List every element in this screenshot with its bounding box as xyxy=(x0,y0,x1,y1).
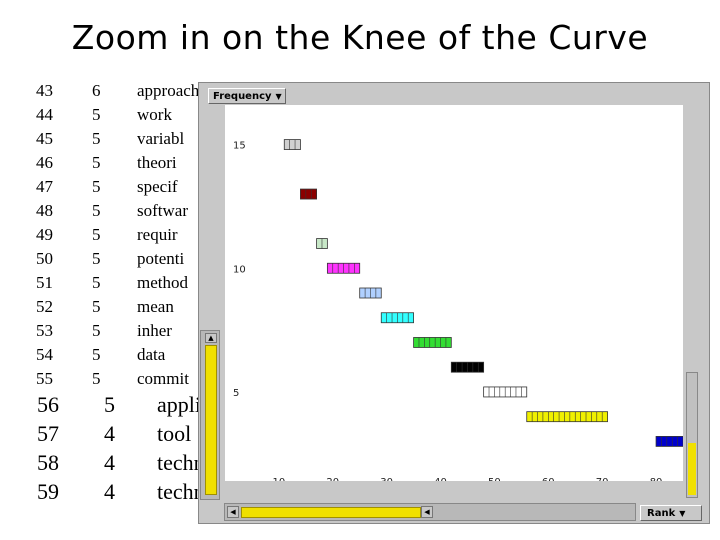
term-text: requir xyxy=(137,225,178,244)
x-tick-label: 10 xyxy=(273,477,286,481)
x-tick-label: 70 xyxy=(596,477,609,481)
vertical-scrollbar[interactable]: ▲ xyxy=(200,330,220,500)
horizontal-scrollbar[interactable]: ◀ ◀ xyxy=(224,503,636,521)
term-rank: 55 xyxy=(36,369,53,388)
term-frequency: 5 xyxy=(92,153,101,172)
rank-segment-bar xyxy=(526,411,608,423)
rank-segment-bar xyxy=(380,312,414,324)
rank-segment-bar xyxy=(300,188,318,200)
rank-segment-bar xyxy=(283,139,301,150)
term-text: potenti xyxy=(137,249,185,268)
x-tick-label: 60 xyxy=(542,477,555,481)
term-rank: 53 xyxy=(36,321,53,340)
term-rank: 49 xyxy=(36,225,53,244)
term-text: specif xyxy=(137,177,178,196)
term-frequency: 5 xyxy=(92,273,101,292)
x-tick-label: 30 xyxy=(380,477,393,481)
term-frequency: 5 xyxy=(92,369,101,388)
term-rank: 44 xyxy=(36,105,53,124)
chevron-down-icon: ▼ xyxy=(679,509,686,518)
term-rank: 51 xyxy=(36,273,53,292)
term-rank: 57 xyxy=(37,421,59,446)
segment-rect xyxy=(526,411,608,423)
term-frequency: 5 xyxy=(92,297,101,316)
vertical-scroll-thumb[interactable] xyxy=(205,345,217,495)
term-text: data xyxy=(137,345,166,364)
term-text: theori xyxy=(137,153,177,172)
y-tick-label: 10 xyxy=(233,264,246,275)
rank-segment-bar xyxy=(316,238,328,249)
segment-rect xyxy=(283,139,301,150)
term-frequency: 5 xyxy=(92,201,101,220)
term-text: tool xyxy=(157,421,192,446)
rank-segment-bar xyxy=(413,337,452,348)
term-rank: 52 xyxy=(36,297,53,316)
term-frequency: 5 xyxy=(92,177,101,196)
rank-segment-bar xyxy=(326,262,361,274)
term-text: method xyxy=(137,273,188,292)
term-rank: 54 xyxy=(36,345,53,364)
term-text: inher xyxy=(137,321,172,340)
x-tick-label: 20 xyxy=(326,477,339,481)
y-tick-label: 5 xyxy=(233,388,239,399)
frequency-rank-plot: 15 10 5 10 20 30 40 50 60 70 80 xyxy=(225,105,683,481)
chevron-down-icon: ▼ xyxy=(275,92,282,101)
rank-dropdown[interactable]: Rank ▼ xyxy=(640,505,702,521)
horizontal-scroll-thumb[interactable] xyxy=(241,507,421,518)
term-rank: 43 xyxy=(36,81,53,100)
right-scrollbar[interactable] xyxy=(686,372,698,498)
scroll-up-arrow-icon[interactable]: ▲ xyxy=(205,333,217,343)
term-rank: 48 xyxy=(36,201,53,220)
segment-rect xyxy=(300,188,318,200)
rank-segment-bar xyxy=(655,436,683,447)
term-text: mean xyxy=(137,297,174,316)
slide-title: Zoom in on the Knee of the Curve xyxy=(71,18,649,57)
term-frequency: 4 xyxy=(104,421,115,446)
term-frequency: 5 xyxy=(92,249,101,268)
term-frequency: 5 xyxy=(104,392,115,417)
rank-segment-bar xyxy=(450,361,485,373)
term-rank: 56 xyxy=(37,392,59,417)
rank-segment-bar xyxy=(483,386,528,398)
term-text: variabl xyxy=(137,129,185,148)
term-frequency: 5 xyxy=(92,321,101,340)
term-text: work xyxy=(137,105,172,124)
scroll-left-arrow-icon[interactable]: ◀ xyxy=(227,506,239,518)
rank-segment-bar xyxy=(359,287,382,299)
term-frequency: 5 xyxy=(92,129,101,148)
frequency-dropdown[interactable]: Frequency ▼ xyxy=(208,88,286,104)
segment-rect xyxy=(655,436,683,447)
segment-rect xyxy=(413,337,452,348)
term-rank: 59 xyxy=(37,479,59,504)
term-text: approach xyxy=(137,81,200,100)
term-rank: 47 xyxy=(36,177,53,196)
term-frequency: 4 xyxy=(104,479,115,504)
term-frequency: 6 xyxy=(92,81,101,100)
term-text: commit xyxy=(137,369,189,388)
term-frequency: 5 xyxy=(92,225,101,244)
term-frequency: 4 xyxy=(104,450,115,475)
term-text: softwar xyxy=(137,201,188,220)
term-rank: 46 xyxy=(36,153,53,172)
term-frequency: 5 xyxy=(92,345,101,364)
rank-dropdown-label: Rank xyxy=(647,508,676,519)
term-rank: 50 xyxy=(36,249,53,268)
x-tick-label: 40 xyxy=(434,477,447,481)
term-frequency: 5 xyxy=(92,105,101,124)
right-scroll-thumb[interactable] xyxy=(688,443,696,495)
y-tick-label: 15 xyxy=(233,141,246,152)
x-tick-label: 80 xyxy=(650,477,663,481)
scroll-right-arrow-icon[interactable]: ◀ xyxy=(421,506,433,518)
frequency-dropdown-label: Frequency xyxy=(213,91,272,102)
term-rank: 58 xyxy=(37,450,59,475)
term-rank: 45 xyxy=(36,129,53,148)
x-tick-label: 50 xyxy=(488,477,501,481)
